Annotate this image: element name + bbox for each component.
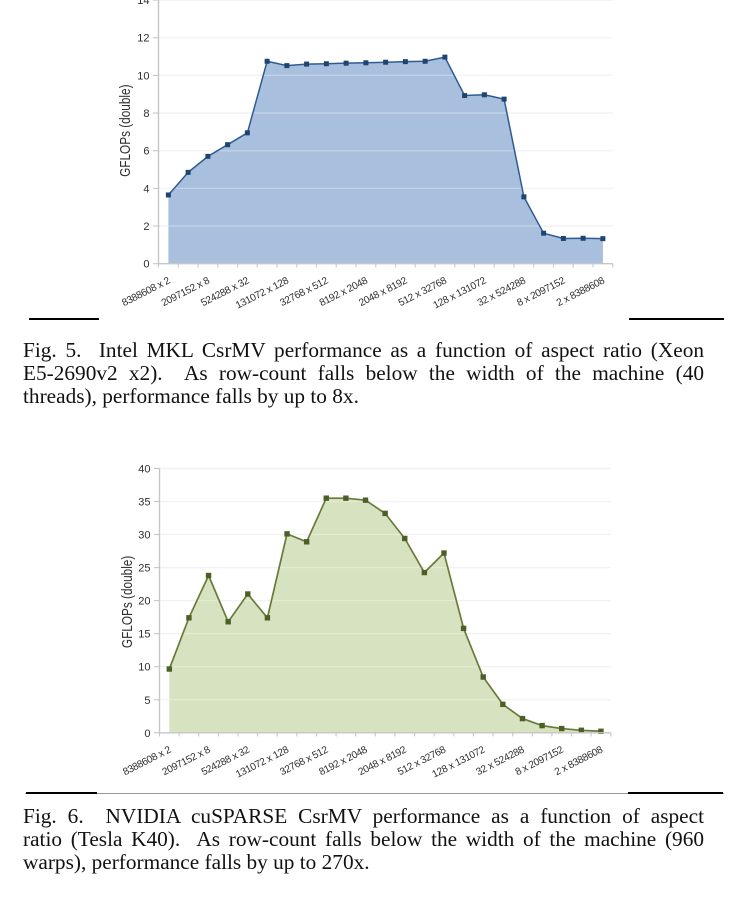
svg-text:12: 12 [137,33,149,45]
svg-text:20: 20 [138,596,150,608]
svg-text:10: 10 [137,70,149,82]
svg-text:30: 30 [138,530,150,542]
svg-text:0: 0 [143,259,149,271]
svg-text:6: 6 [143,146,149,158]
svg-text:14: 14 [137,0,149,7]
svg-text:5: 5 [144,695,150,707]
svg-text:2: 2 [143,221,149,233]
svg-text:0: 0 [144,728,150,740]
svg-text:GFLOPs (double): GFLOPs (double) [119,556,136,648]
svg-text:15: 15 [138,629,150,641]
svg-text:40: 40 [138,463,150,475]
svg-text:8: 8 [143,108,149,120]
svg-text:25: 25 [138,563,150,575]
svg-text:GFLOPs (double): GFLOPs (double) [117,85,134,177]
svg-text:10: 10 [138,662,150,674]
svg-text:35: 35 [138,496,150,508]
svg-text:4: 4 [143,183,149,195]
